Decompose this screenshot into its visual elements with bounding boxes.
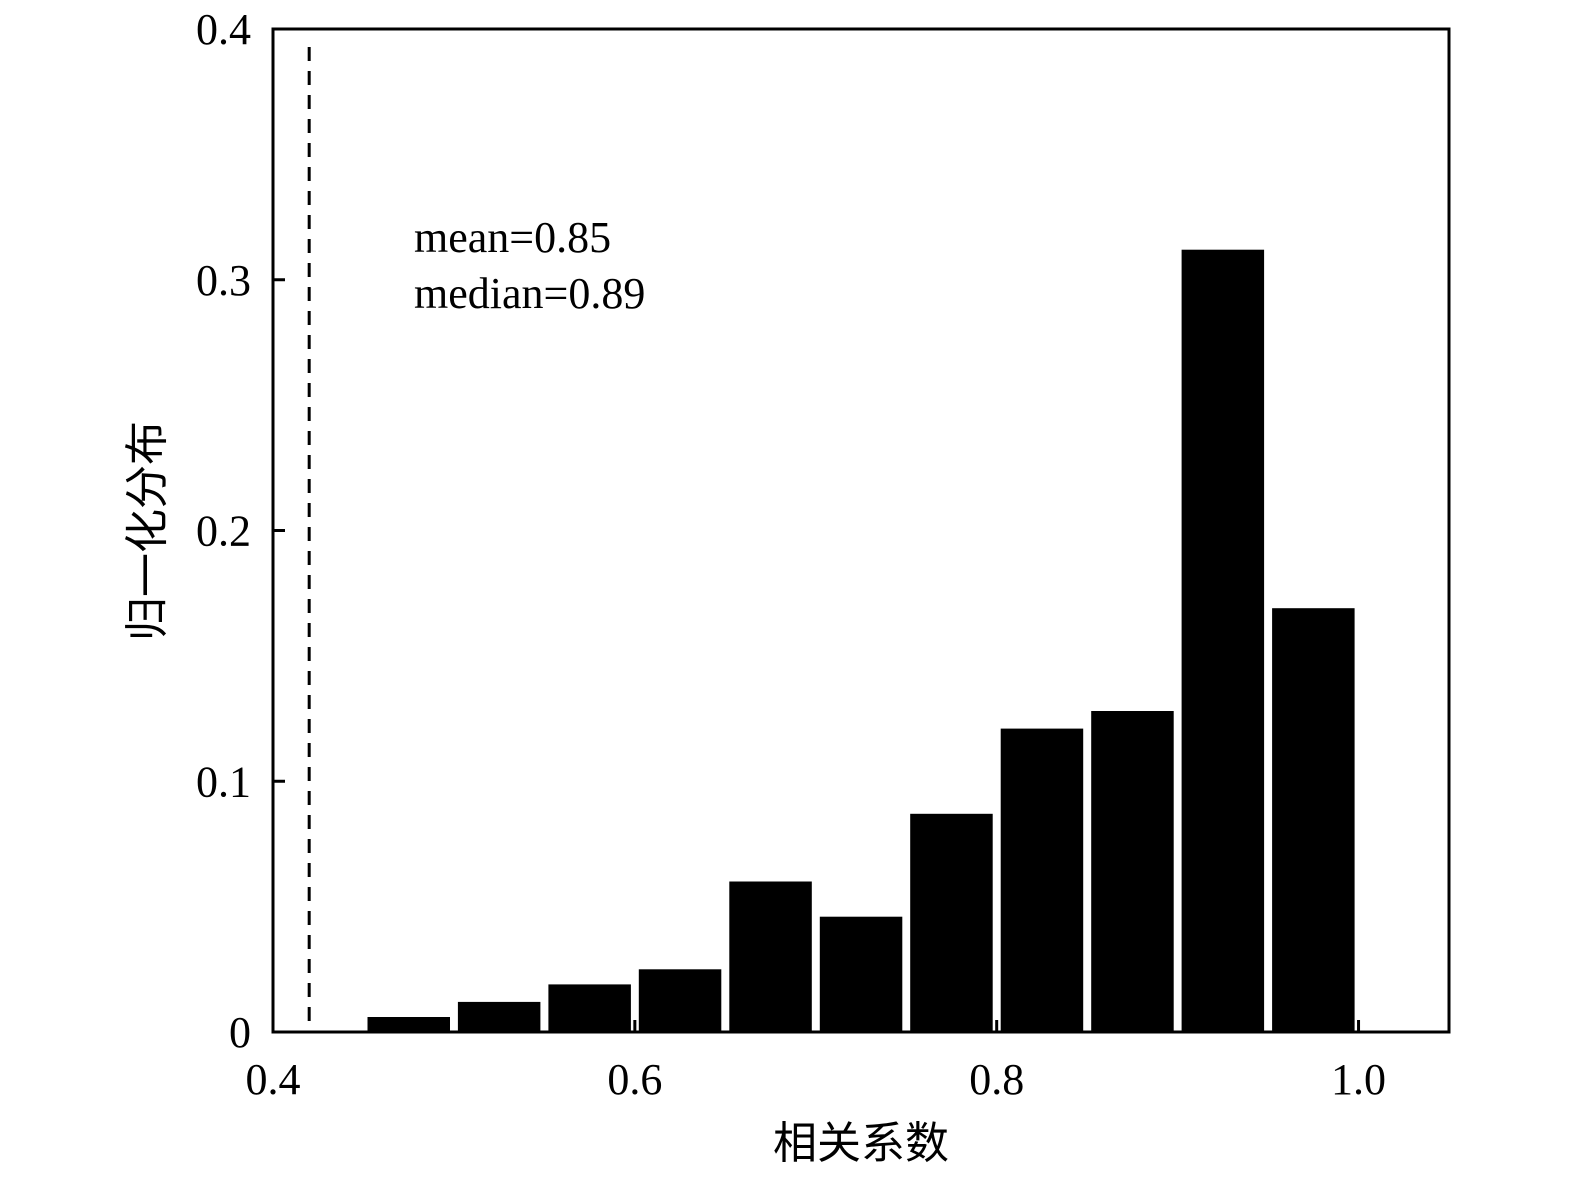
- histogram-bar: [1000, 728, 1084, 1032]
- x-tick-label: 0.8: [969, 1055, 1024, 1104]
- histogram-bar: [910, 813, 993, 1032]
- median-annotation: median=0.89: [414, 269, 645, 318]
- histogram-bar: [729, 881, 812, 1032]
- mean-annotation: mean=0.85: [414, 213, 611, 262]
- x-ticks-group: 0.4 0.6 0.8 1.0: [246, 1020, 1386, 1104]
- x-tick-label: 1.0: [1331, 1055, 1386, 1104]
- histogram-bar: [1181, 249, 1265, 1032]
- bars-group: [367, 249, 1355, 1032]
- y-tick-label: 0.4: [196, 5, 251, 54]
- histogram-bar: [819, 916, 903, 1032]
- x-tick-label: 0.6: [607, 1055, 662, 1104]
- histogram-bar: [457, 1001, 541, 1032]
- x-tick-label: 0.4: [246, 1055, 301, 1104]
- histogram-bar: [638, 969, 722, 1032]
- y-tick-label: 0.3: [196, 256, 251, 305]
- y-tick-label: 0.1: [196, 757, 251, 806]
- y-axis-label: 归一化分布: [122, 421, 173, 641]
- x-axis-label: 相关系数: [773, 1118, 949, 1169]
- y-tick-label: 0: [229, 1008, 251, 1057]
- histogram-bar: [1272, 608, 1355, 1032]
- y-tick-label: 0.2: [196, 507, 251, 556]
- y-ticks-group: 0 0.1 0.2 0.3 0.4: [196, 5, 285, 1057]
- histogram-bar: [548, 984, 631, 1032]
- histogram-bar: [1091, 711, 1174, 1032]
- histogram-bar: [367, 1017, 450, 1032]
